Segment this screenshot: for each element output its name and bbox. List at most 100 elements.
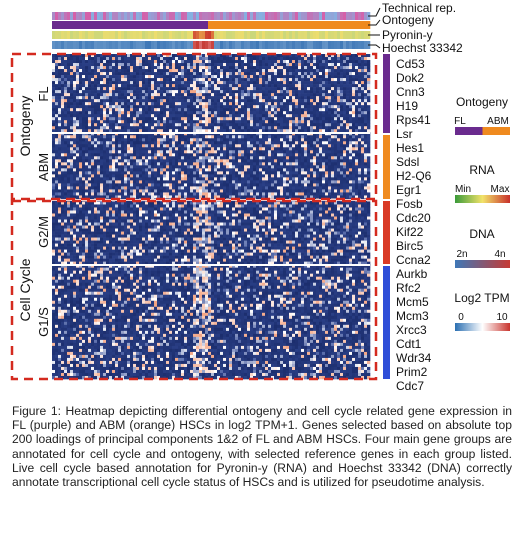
heatmap-cell [118,108,122,112]
heatmap-cell [172,69,176,73]
heatmap-cell [187,156,191,160]
heatmap-cell [334,69,338,73]
heatmap-cell [169,123,173,127]
heatmap-cell [91,135,95,139]
heatmap-cell [184,126,188,130]
heatmap-cell [187,102,191,106]
heatmap-cell [190,84,194,88]
heatmap-cell [190,60,194,64]
heatmap-cell [232,72,236,76]
annotation-cell [112,12,116,20]
heatmap-cell [256,117,260,121]
annotation-cell [79,21,83,29]
heatmap-cell [196,87,200,91]
heatmap-cell [265,123,269,127]
annotation-cell [199,41,203,49]
heatmap-cell [130,114,134,118]
heatmap-cell [334,123,338,127]
heatmap-cell [226,156,230,160]
heatmap-cell [109,165,113,169]
heatmap-cell [301,90,305,94]
heatmap-cell [220,147,224,151]
heatmap-cell [127,108,131,112]
heatmap-cell [196,159,200,163]
heatmap-cell [229,102,233,106]
heatmap-cell [166,153,170,157]
heatmap-cell [343,90,347,94]
heatmap-cell [334,75,338,79]
heatmap-cell [199,174,203,178]
heatmap-cell [169,126,173,130]
heatmap-cell [52,87,56,91]
heatmap-cell [64,153,68,157]
heatmap-cell [61,84,65,88]
heatmap-cell [103,57,107,61]
heatmap-cell [247,162,251,166]
heatmap-cell [223,153,227,157]
heatmap-cell [166,90,170,94]
heatmap-cell [319,156,323,160]
annotation-cell [133,41,137,49]
annotation-cell [133,31,137,39]
heatmap-cell [259,90,263,94]
heatmap-cell [298,78,302,82]
heatmap-cell [247,135,251,139]
heatmap-cell [310,144,314,148]
heatmap-cell [118,135,122,139]
heatmap-cell [124,162,128,166]
heatmap-cell [259,177,263,181]
heatmap-cell [355,69,359,73]
heatmap-cell [331,114,335,118]
annotation-cell [166,41,170,49]
heatmap-cell [109,156,113,160]
heatmap-cell [232,75,236,79]
heatmap-cell [100,96,104,100]
heatmap-cell [289,75,293,79]
heatmap-cell [163,57,167,61]
heatmap-cell [217,168,221,172]
heatmap-cell [262,141,266,145]
heatmap-cell [181,120,185,124]
heatmap-cell [301,120,305,124]
heatmap-cell [193,153,197,157]
heatmap-cell [208,108,212,112]
heatmap-cell [271,126,275,130]
heatmap-cell [202,153,206,157]
heatmap-cell [70,72,74,76]
heatmap-cell [340,129,344,133]
heatmap-cell [88,126,92,130]
heatmap-cell [136,174,140,178]
heatmap-cell [193,120,197,124]
heatmap-cell [157,60,161,64]
heatmap-cell [277,135,281,139]
heatmap-cell [139,114,143,118]
heatmap-cell [118,171,122,175]
heatmap-cell [106,171,110,175]
heatmap-cell [67,60,71,64]
heatmap-cell [319,81,323,85]
heatmap-cell [211,114,215,118]
heatmap-cell [193,168,197,172]
heatmap-cell [256,57,260,61]
heatmap-cell [106,78,110,82]
heatmap-cell [316,108,320,112]
heatmap-cell [91,90,95,94]
heatmap-cell [199,90,203,94]
annotation-cell [241,31,245,39]
heatmap-cell [61,165,65,169]
heatmap-cell [328,66,332,70]
heatmap-cell [235,153,239,157]
heatmap-cell [52,153,56,157]
heatmap-cell [160,90,164,94]
heatmap-cell [193,165,197,169]
heatmap-cell [127,111,131,115]
heatmap-cell [217,63,221,67]
annotation-cell [127,12,131,20]
heatmap-cell [247,138,251,142]
heatmap-cell [205,72,209,76]
heatmap-cell [364,96,368,100]
heatmap-cell [229,123,233,127]
heatmap-cell [139,69,143,73]
heatmap-cell [277,120,281,124]
heatmap-cell [130,159,134,163]
